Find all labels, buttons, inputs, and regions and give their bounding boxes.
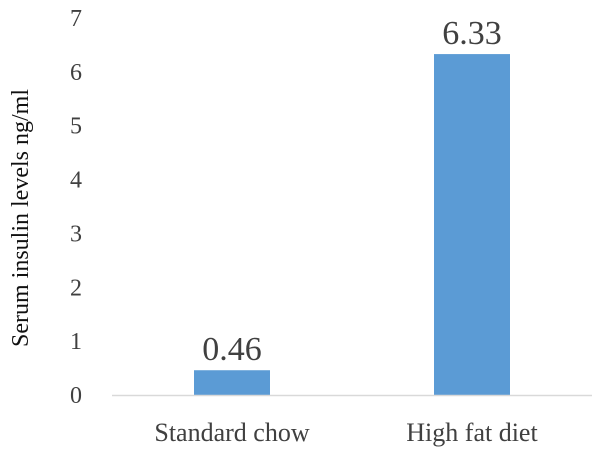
y-tick-label: 1 [70,329,82,355]
y-tick-label: 4 [70,168,82,194]
bar [194,370,270,395]
bar-data-label: 6.33 [442,15,502,52]
y-tick-label: 6 [70,60,82,86]
data-labels-group: 0.46 6.33 [202,15,502,368]
bar [434,54,510,395]
y-tick-label: 7 [70,6,82,32]
y-tick-label: 2 [70,275,82,301]
bars-group [194,54,510,395]
y-axis-ticks: 0 1 2 3 4 5 6 7 [70,6,82,409]
y-tick-label: 0 [70,383,82,409]
x-category-label: Standard chow [154,418,309,447]
y-axis-title: Serum insulin levels ng/ml [8,89,34,347]
y-tick-label: 5 [70,114,82,140]
bar-data-label: 0.46 [202,331,262,368]
y-tick-label: 3 [70,221,82,247]
category-labels-group: Standard chow High fat diet [154,418,538,447]
x-category-label: High fat diet [406,418,538,447]
